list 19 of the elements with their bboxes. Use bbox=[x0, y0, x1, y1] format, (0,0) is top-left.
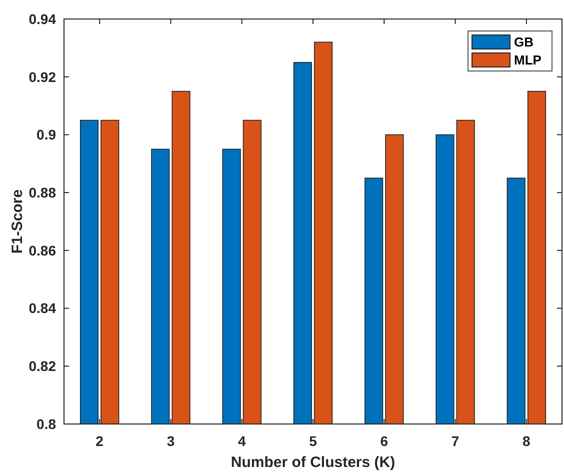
y-tick-label: 0.84 bbox=[28, 300, 56, 316]
y-tick-label: 0.92 bbox=[28, 68, 56, 85]
x-tick-label: 5 bbox=[309, 433, 318, 449]
legend-label: GB bbox=[514, 34, 534, 50]
x-tick-label: 6 bbox=[380, 433, 388, 449]
y-tick-label: 0.86 bbox=[28, 242, 56, 258]
y-axis-title: F1-Score bbox=[9, 189, 26, 254]
y-tick-label: 0.9 bbox=[36, 126, 56, 143]
x-tick-label: 8 bbox=[522, 433, 531, 449]
legend-label: MLP bbox=[514, 52, 542, 68]
x-axis-title: Number of Clusters (K) bbox=[230, 454, 396, 471]
y-tick-label: 0.8 bbox=[36, 416, 56, 432]
x-tick-label: 2 bbox=[96, 433, 104, 449]
x-tick-label: 3 bbox=[166, 433, 175, 449]
x-tick-label: 7 bbox=[451, 433, 460, 449]
x-tick-label: 4 bbox=[238, 433, 246, 449]
y-tick-label: 0.94 bbox=[28, 10, 56, 27]
y-tick-label: 0.82 bbox=[28, 358, 56, 374]
y-tick-label: 0.88 bbox=[28, 184, 56, 200]
